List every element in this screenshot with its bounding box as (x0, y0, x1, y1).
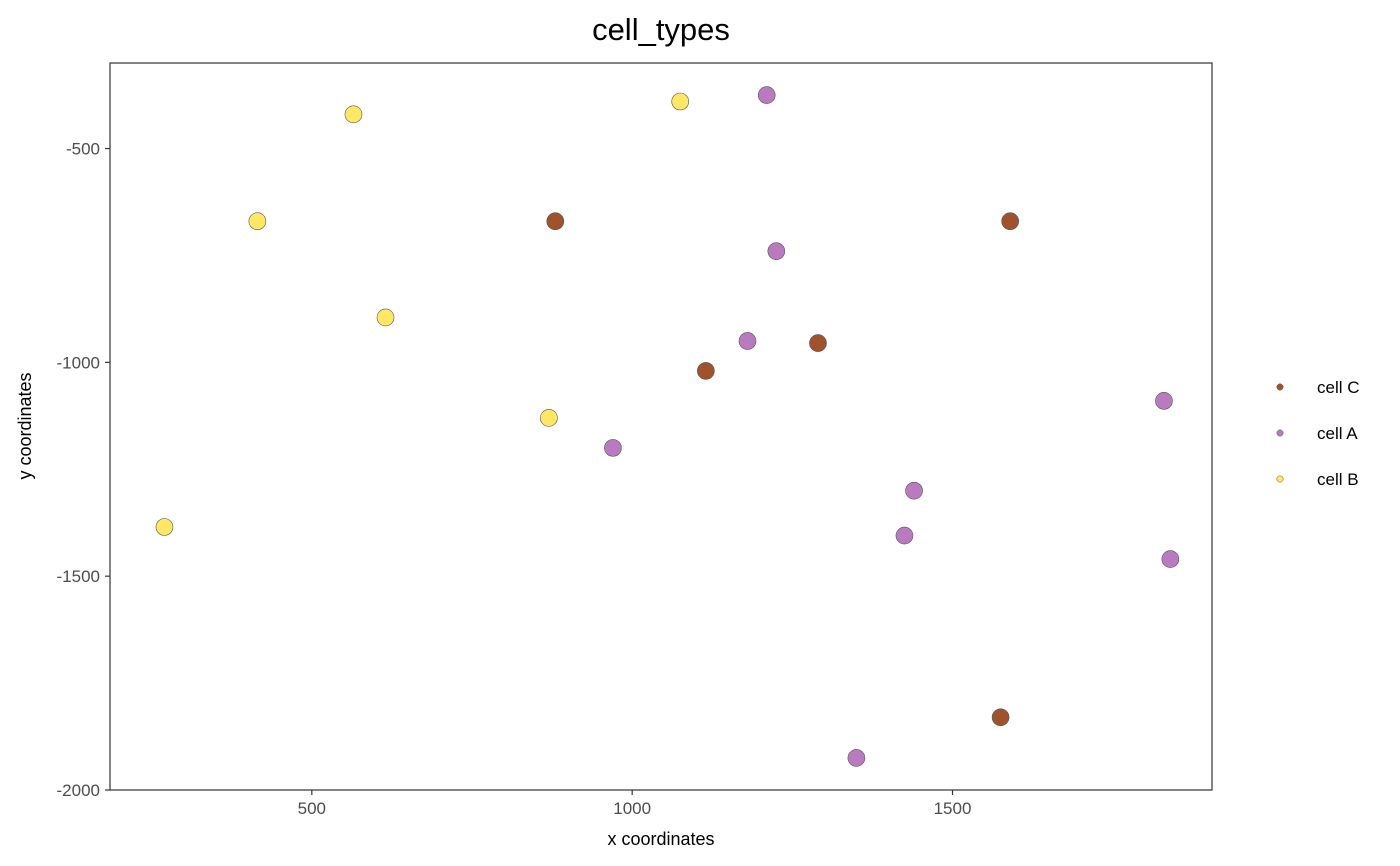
y-tick-label: -1000 (57, 353, 100, 372)
legend-label-cell-c: cell C (1317, 378, 1360, 397)
legend-key-cell-c (1276, 383, 1284, 391)
points-layer (155, 86, 1180, 767)
point-cell-c-2 (1001, 212, 1019, 231)
legend-key-cell-a (1276, 429, 1284, 437)
point-cell-c-4 (697, 362, 715, 380)
x-axis-title: x coordinates (607, 829, 714, 849)
point-cell-c-3 (809, 334, 827, 352)
point-cell-b-1 (344, 105, 363, 124)
point-cell-a-9 (847, 749, 866, 767)
y-axis: -500 -1000 -1500 -2000 (57, 140, 110, 800)
point-cell-a-4 (604, 439, 622, 457)
y-tick-label: -1500 (57, 567, 100, 586)
legend-label-cell-a: cell A (1317, 424, 1358, 443)
point-cell-c-5 (991, 708, 1010, 727)
point-cell-c-1 (546, 212, 565, 231)
point-cell-a-2 (767, 242, 786, 260)
legend-label-cell-b: cell B (1317, 470, 1359, 489)
x-tick-label: 1000 (613, 799, 651, 818)
point-cell-b-2 (671, 92, 690, 111)
point-cell-a-8 (1161, 550, 1180, 568)
plot-panel-border (109, 62, 1213, 791)
x-axis: 500 1000 1500 (298, 790, 972, 818)
chart-title: cell_types (592, 12, 730, 47)
point-cell-a-7 (895, 526, 914, 545)
x-tick-label: 500 (298, 799, 326, 818)
y-tick-label: -500 (66, 140, 100, 159)
point-cell-a-6 (905, 481, 923, 500)
point-cell-b-4 (376, 308, 395, 327)
point-cell-a-1 (757, 86, 776, 104)
point-cell-a-3 (738, 332, 757, 350)
point-cell-b-5 (540, 409, 558, 427)
legend-key-cell-b (1276, 475, 1284, 483)
y-axis-title: y coordinates (15, 372, 35, 479)
point-cell-b-3 (248, 212, 267, 231)
legend: cell C cell A cell B (1276, 378, 1360, 489)
x-tick-label: 1500 (934, 799, 972, 818)
point-cell-a-5 (1155, 392, 1173, 410)
point-cell-b-6 (155, 518, 174, 536)
y-tick-label: -2000 (57, 781, 100, 800)
